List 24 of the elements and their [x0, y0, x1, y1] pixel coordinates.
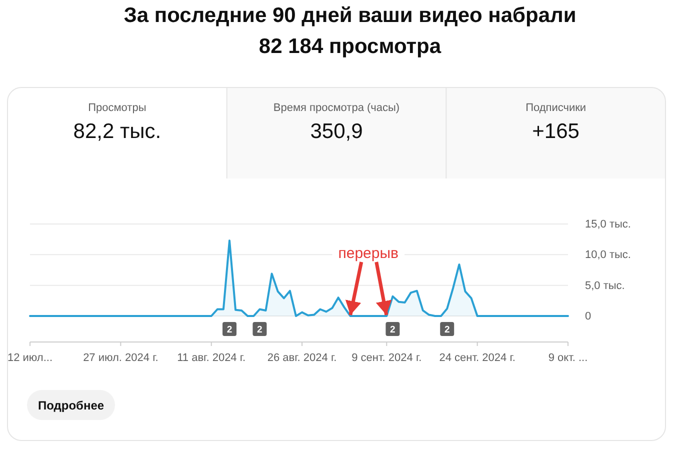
annotation: перерыв [338, 245, 399, 262]
text: 2 [257, 324, 262, 336]
y-tick-label: 5,0 тыс. [585, 280, 625, 292]
chart-title: За последние 90 дней ваши видео набрали 82 184 просмотра [124, 4, 576, 58]
text: 2 [226, 324, 232, 336]
x-tick-label: 24 сент. 2024 г. [439, 352, 516, 364]
text: 350,9 [310, 120, 363, 143]
text: Подробнее [38, 398, 104, 412]
x-tick-label: 27 июл. 2024 г. [83, 352, 158, 364]
x-tick-label: 9 окт. ... [548, 352, 588, 364]
text: 2 [390, 324, 396, 336]
y-tick-label: 15,0 тыс. [585, 218, 631, 231]
text: 2 [444, 324, 450, 336]
text: 82,2 тыс. [73, 120, 162, 143]
x-tick-label: 9 сент. 2024 г. [352, 352, 422, 364]
y-tick-label: 0 [585, 310, 592, 323]
text: +165 [532, 120, 580, 143]
text: Подписчики [526, 102, 586, 114]
x-tick-label: 26 авг. 2024 г. [267, 352, 337, 364]
text: Время просмотра (часы) [273, 102, 400, 114]
x-tick-label: 11 авг. 2024 г. [177, 352, 246, 364]
y-tick-label: 10,0 тыс. [585, 249, 631, 262]
text: Просмотры [88, 102, 146, 114]
x-tick-label: 12 июл... [7, 352, 53, 364]
